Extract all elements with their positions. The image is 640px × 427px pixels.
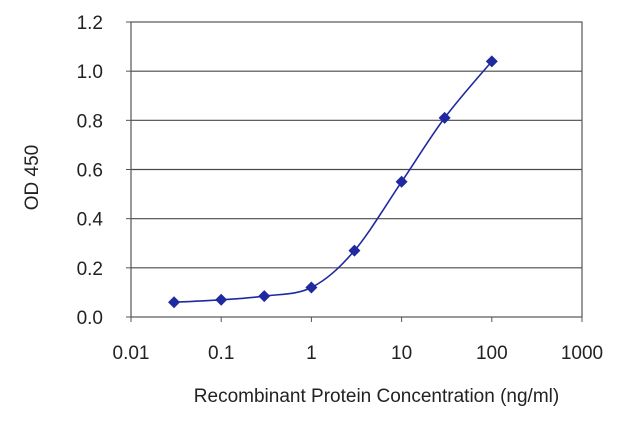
x-axis-title: Recombinant Protein Concentration (ng/ml… — [194, 386, 559, 407]
x-tick-label: 0.01 — [113, 343, 150, 364]
data-point — [348, 244, 361, 257]
grid-lines — [131, 70, 582, 269]
y-axis: 0.0 0.2 0.4 0.6 0.8 1.0 1.2 — [77, 13, 131, 329]
y-tick-label: 0.8 — [77, 111, 103, 132]
y-tick-label: 0.0 — [77, 308, 103, 329]
x-tick-label: 1000 — [561, 343, 603, 364]
y-tick-label: 0.4 — [77, 210, 104, 231]
data-series — [168, 55, 498, 309]
data-point — [438, 111, 451, 124]
x-tick-label: 10 — [391, 343, 412, 364]
y-tick-label: 0.2 — [77, 259, 103, 280]
data-point — [168, 296, 181, 309]
fit-line — [173, 60, 493, 304]
x-tick-label: 0.1 — [208, 343, 234, 364]
data-point — [305, 281, 318, 294]
data-point — [485, 55, 498, 68]
x-tick-label: 100 — [476, 343, 508, 364]
data-point — [395, 175, 408, 188]
y-axis-title: OD 450 — [22, 145, 43, 210]
y-tick-label: 0.6 — [77, 161, 103, 182]
y-tick-label: 1.0 — [77, 62, 103, 83]
data-point — [258, 290, 271, 303]
data-point — [215, 293, 228, 306]
x-tick-label: 1 — [306, 343, 317, 364]
x-axis: 0.01 0.1 1 10 100 1000 — [113, 317, 603, 364]
y-tick-label: 1.2 — [77, 13, 103, 34]
